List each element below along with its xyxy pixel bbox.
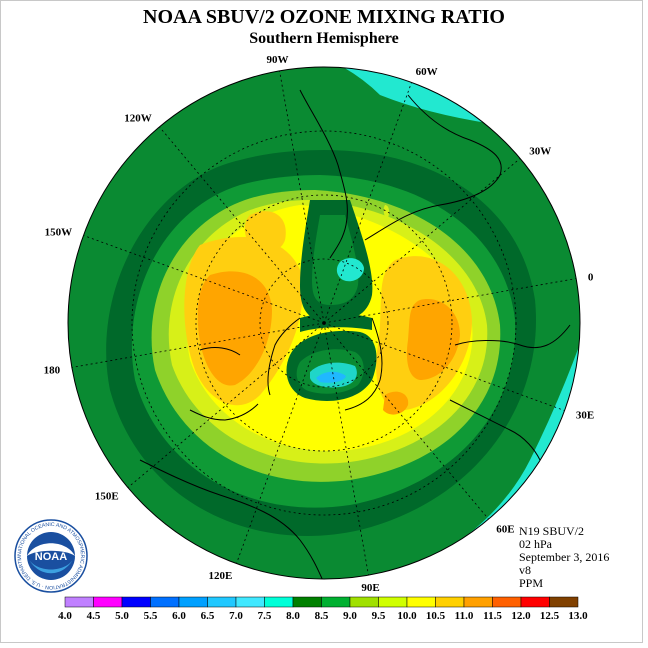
ozone-field: [68, 67, 580, 579]
figure-title: NOAA SBUV/2 OZONE MIXING RATIO: [143, 6, 505, 28]
longitude-label: 90W: [266, 54, 288, 66]
logo-text: NOAA: [35, 551, 67, 563]
longitude-label: 120E: [208, 570, 232, 582]
longitude-label: 0: [588, 271, 594, 283]
longitude-labels: 0 30E 60E 90E 120E 150E 180 150W 120W 90W 60W 30W: [44, 54, 595, 594]
longitude-label: 150E: [95, 490, 119, 502]
longitude-label: 60E: [496, 523, 514, 535]
pressure-label: 02 hPa: [519, 537, 552, 551]
longitude-label: 60W: [416, 66, 438, 78]
longitude-label: 120W: [124, 113, 152, 125]
date-label: September 3, 2016: [519, 550, 610, 564]
longitude-label: 180: [44, 365, 61, 377]
graticule: [71, 70, 577, 576]
noaa-logo: NATIONAL OCEANIC AND ATMOSPHERIC ADMINIS…: [14, 519, 88, 593]
version-label: v8: [519, 563, 531, 577]
longitude-label: 30E: [576, 410, 594, 422]
map-boundary: [67, 66, 581, 580]
metadata-block: N19 SBUV/2 02 hPa September 3, 2016 v8 P…: [519, 525, 609, 590]
longitude-label: 30W: [529, 146, 551, 158]
longitude-label: 150W: [45, 226, 73, 238]
figure-subtitle: Southern Hemisphere: [249, 30, 399, 47]
units-label: PPM: [519, 576, 544, 590]
satellite-label: N19 SBUV/2: [519, 524, 585, 538]
longitude-label: 90E: [361, 582, 379, 594]
